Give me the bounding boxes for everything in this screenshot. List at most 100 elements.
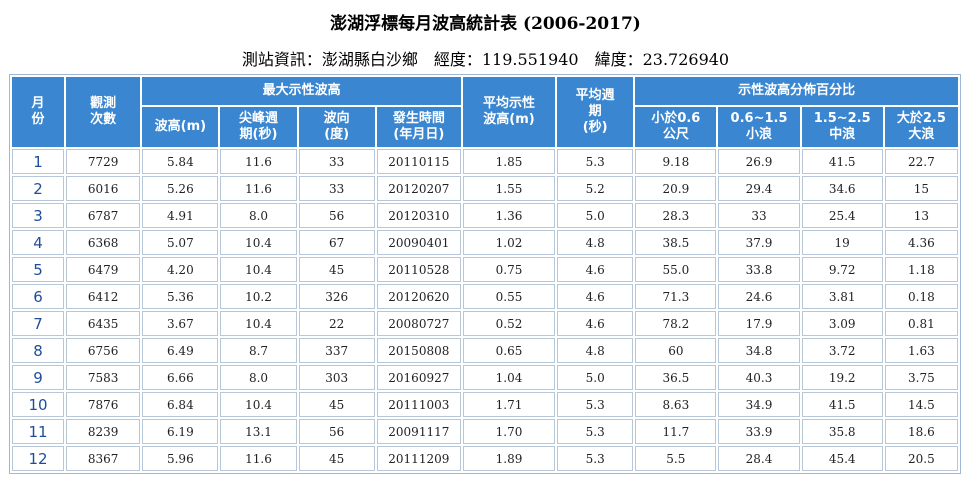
cell-month: 7 (12, 311, 65, 336)
table-row: 7 6435 3.67 10.4 22 20080727 0.52 4.6 78.2 17.9 3.… (12, 311, 958, 336)
cell-avg-wave-height: 1.89 (462, 446, 556, 471)
cell-avg-period: 4.6 (557, 311, 634, 336)
cell-occurrence-date: 20120207 (376, 176, 461, 201)
cell-dist-lt-0-6: 36.5 (635, 365, 717, 390)
cell-wave-direction: 45 (298, 446, 375, 471)
table-row: 12 8367 5.96 11.6 45 20111209 1.89 5.3 5.5 28.4 45… (12, 446, 958, 471)
cell-avg-period: 4.8 (557, 230, 634, 255)
table-row: 3 6787 4.91 8.0 56 20120310 1.36 5.0 28.3 33 25.4 1… (12, 203, 958, 228)
cell-dist-gt-2-5: 0.18 (884, 284, 958, 309)
cell-dist-0-6-1-5: 29.4 (718, 176, 800, 201)
cell-dist-lt-0-6: 71.3 (635, 284, 717, 309)
cell-dist-gt-2-5: 4.36 (884, 230, 958, 255)
cell-avg-wave-height: 1.04 (462, 365, 556, 390)
header-avg-significant-wave-height: 平均示性 波高(m) (462, 77, 556, 147)
cell-occurrence-date: 20090401 (376, 230, 461, 255)
cell-avg-wave-height: 1.36 (462, 203, 556, 228)
cell-dist-lt-0-6: 5.5 (635, 446, 717, 471)
cell-avg-period: 5.2 (557, 176, 634, 201)
header-peak-period: 尖峰週 期(秒) (220, 107, 297, 147)
cell-month: 2 (12, 176, 65, 201)
cell-avg-wave-height: 0.55 (462, 284, 556, 309)
cell-dist-lt-0-6: 60 (635, 338, 717, 363)
cell-wave-direction: 303 (298, 365, 375, 390)
cell-dist-1-5-2-5: 3.09 (801, 311, 883, 336)
cell-peak-period: 11.6 (220, 149, 297, 174)
cell-month: 3 (12, 203, 65, 228)
cell-observation-count: 6787 (66, 203, 141, 228)
cell-observation-count: 7583 (66, 365, 141, 390)
cell-max-wave-height: 6.84 (142, 392, 219, 417)
cell-dist-1-5-2-5: 3.81 (801, 284, 883, 309)
table-row: 4 6368 5.07 10.4 67 20090401 1.02 4.8 38.5 37.9 19… (12, 230, 958, 255)
cell-peak-period: 8.7 (220, 338, 297, 363)
cell-occurrence-date: 20160927 (376, 365, 461, 390)
cell-peak-period: 13.1 (220, 419, 297, 444)
cell-occurrence-date: 20150808 (376, 338, 461, 363)
station-info: 測站資訊：澎湖縣白沙鄉 經度：119.551940 緯度：23.726940 (241, 50, 730, 69)
header-max-wave-height: 波高(m) (142, 107, 219, 147)
cell-observation-count: 6479 (66, 257, 141, 282)
cell-dist-gt-2-5: 0.81 (884, 311, 958, 336)
cell-dist-0-6-1-5: 33 (718, 203, 800, 228)
table-row: 10 7876 6.84 10.4 45 20111003 1.71 5.3 8.63 34.9 4… (12, 392, 958, 417)
cell-max-wave-height: 4.91 (142, 203, 219, 228)
cell-max-wave-height: 4.20 (142, 257, 219, 282)
cell-month: 8 (12, 338, 65, 363)
cell-avg-wave-height: 1.71 (462, 392, 556, 417)
cell-dist-1-5-2-5: 25.4 (801, 203, 883, 228)
table-body: 1 7729 5.84 11.6 33 20110115 1.85 5.3 9.18 26.9 41… (12, 149, 958, 471)
cell-dist-1-5-2-5: 3.72 (801, 338, 883, 363)
cell-dist-gt-2-5: 14.5 (884, 392, 958, 417)
cell-max-wave-height: 6.49 (142, 338, 219, 363)
header-occurrence-date: 發生時間 (年月日) (376, 107, 461, 147)
cell-peak-period: 10.4 (220, 257, 297, 282)
cell-dist-1-5-2-5: 45.4 (801, 446, 883, 471)
cell-occurrence-date: 20111003 (376, 392, 461, 417)
cell-avg-wave-height: 0.52 (462, 311, 556, 336)
cell-dist-1-5-2-5: 35.8 (801, 419, 883, 444)
cell-max-wave-height: 6.66 (142, 365, 219, 390)
cell-max-wave-height: 6.19 (142, 419, 219, 444)
cell-dist-0-6-1-5: 28.4 (718, 446, 800, 471)
header-wave-direction: 波向 (度) (298, 107, 375, 147)
cell-avg-wave-height: 1.70 (462, 419, 556, 444)
table-row: 5 6479 4.20 10.4 45 20110528 0.75 4.6 55.0 33.8 9.… (12, 257, 958, 282)
cell-occurrence-date: 20111209 (376, 446, 461, 471)
cell-observation-count: 6756 (66, 338, 141, 363)
cell-dist-1-5-2-5: 9.72 (801, 257, 883, 282)
cell-wave-direction: 45 (298, 392, 375, 417)
cell-occurrence-date: 20091117 (376, 419, 461, 444)
table-row: 6 6412 5.36 10.2 326 20120620 0.55 4.6 71.3 24.6 3… (12, 284, 958, 309)
cell-avg-period: 5.3 (557, 419, 634, 444)
header-wave-height-distribution: 示性波高分佈百分比 (635, 77, 958, 105)
cell-peak-period: 10.2 (220, 284, 297, 309)
cell-dist-gt-2-5: 1.18 (884, 257, 958, 282)
cell-max-wave-height: 5.07 (142, 230, 219, 255)
header-dist-gt-2-5: 大於2.5 大浪 (884, 107, 958, 147)
cell-dist-lt-0-6: 28.3 (635, 203, 717, 228)
cell-avg-wave-height: 1.85 (462, 149, 556, 174)
cell-observation-count: 6016 (66, 176, 141, 201)
cell-avg-period: 5.3 (557, 392, 634, 417)
cell-max-wave-height: 3.67 (142, 311, 219, 336)
cell-dist-0-6-1-5: 37.9 (718, 230, 800, 255)
cell-dist-gt-2-5: 13 (884, 203, 958, 228)
cell-observation-count: 8239 (66, 419, 141, 444)
cell-avg-period: 4.6 (557, 257, 634, 282)
cell-month: 1 (12, 149, 65, 174)
cell-month: 9 (12, 365, 65, 390)
cell-avg-period: 5.0 (557, 365, 634, 390)
header-avg-period: 平均週 期 (秒) (557, 77, 634, 147)
cell-peak-period: 11.6 (220, 446, 297, 471)
cell-dist-0-6-1-5: 24.6 (718, 284, 800, 309)
cell-peak-period: 8.0 (220, 365, 297, 390)
cell-peak-period: 10.4 (220, 230, 297, 255)
cell-peak-period: 10.4 (220, 311, 297, 336)
cell-avg-period: 5.0 (557, 203, 634, 228)
cell-occurrence-date: 20110528 (376, 257, 461, 282)
cell-dist-1-5-2-5: 41.5 (801, 392, 883, 417)
cell-dist-gt-2-5: 15 (884, 176, 958, 201)
cell-wave-direction: 56 (298, 203, 375, 228)
cell-dist-lt-0-6: 78.2 (635, 311, 717, 336)
